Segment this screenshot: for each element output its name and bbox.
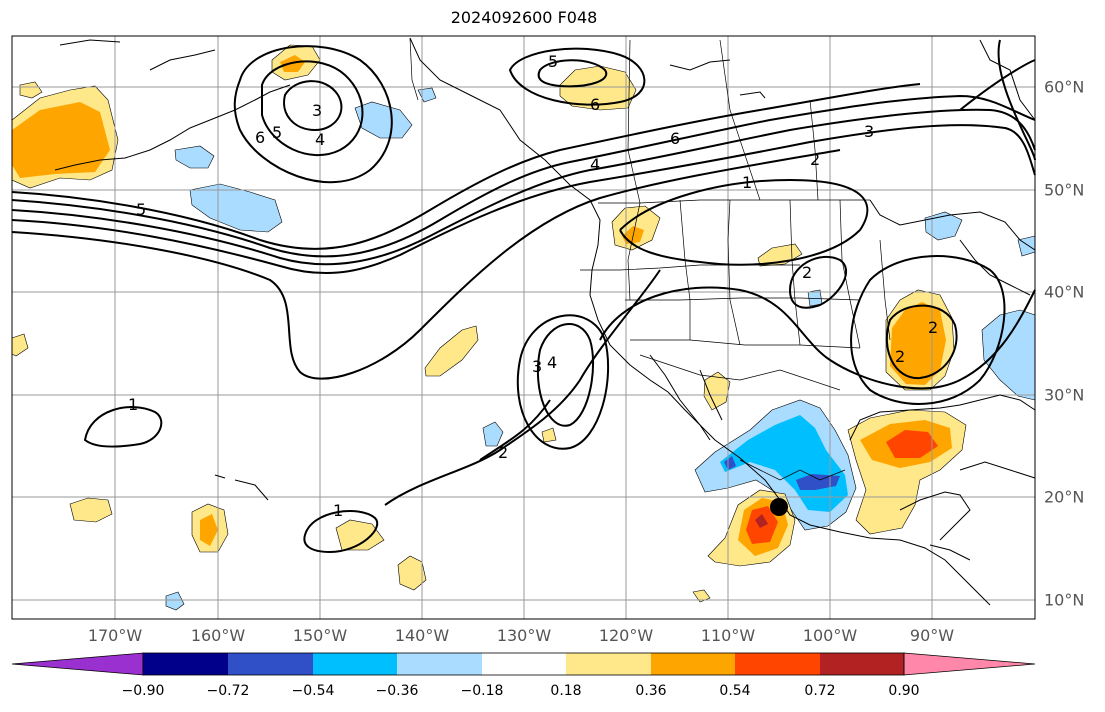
contour-main-band-2 — [11, 94, 1036, 258]
colorbar-bin — [820, 653, 904, 675]
contour-label: 1 — [742, 173, 752, 192]
lon-label: 160°W — [190, 626, 246, 645]
lon-label: 150°W — [292, 626, 348, 645]
contour-label: 5 — [272, 123, 282, 142]
colorbar-bin — [397, 653, 482, 675]
colorbar-tick-label: −0.90 — [121, 683, 165, 699]
contour-1-central — [303, 510, 379, 554]
colorbar-bin — [482, 653, 566, 675]
colorbar-high-extend — [903, 652, 1036, 676]
colorbar-tick-label: −0.72 — [206, 683, 250, 699]
height-contours — [11, 39, 1036, 554]
contour-main-band-5 — [11, 149, 841, 380]
contour-main-band-1 — [11, 83, 921, 250]
lat-label: 40°N — [1044, 282, 1085, 302]
contour-label: 5 — [136, 200, 146, 219]
colorbar-bin — [566, 653, 651, 675]
lat-label: 10°N — [1044, 590, 1085, 610]
contour-aleutian-low-inner — [261, 60, 364, 156]
contour-label: 3 — [312, 101, 322, 120]
contour-main-band-3 — [11, 108, 1036, 266]
contour-2-subtropic — [384, 269, 661, 506]
contour-1-west — [83, 406, 163, 448]
contour-aleutian-low-outer — [233, 45, 393, 184]
lat-label: 50°N — [1044, 180, 1085, 200]
contour-label: 6 — [670, 129, 680, 148]
colorbar-low-extend — [11, 652, 144, 676]
colorbar-bin — [735, 653, 820, 675]
colorbar-tick-label: 0.90 — [888, 683, 920, 699]
lat-label: 30°N — [1044, 385, 1085, 405]
contour-label: 2 — [928, 318, 938, 337]
contour-label: 6 — [590, 95, 600, 114]
lon-label: 120°W — [598, 626, 654, 645]
contour-canada-high — [508, 47, 646, 106]
map-title: 2024092600 F048 — [450, 8, 598, 27]
lon-label: 140°W — [394, 626, 450, 645]
contour-label: 3 — [864, 122, 874, 141]
contour-label: 4 — [547, 353, 557, 372]
contour-label: 4 — [590, 155, 600, 174]
colorbar — [11, 652, 1036, 676]
map-frame — [11, 35, 1036, 620]
colorbar-bin — [143, 653, 228, 675]
lon-label: 90°W — [909, 626, 955, 645]
contour-label: 2 — [498, 443, 508, 462]
colorbar-tick-label: 0.36 — [635, 683, 667, 699]
lon-label: 170°W — [87, 626, 143, 645]
contour-label: 6 — [255, 128, 265, 147]
lat-label: 20°N — [1044, 487, 1085, 507]
contour-baja-low — [536, 323, 594, 427]
lon-label: 100°W — [802, 626, 858, 645]
contour-us-1 — [619, 178, 869, 266]
lon-label: 110°W — [700, 626, 756, 645]
contour-label: 2 — [895, 347, 905, 366]
contour-label: 1 — [128, 395, 138, 414]
contour-label: 1 — [333, 501, 343, 520]
contour-us-2 — [599, 286, 1036, 390]
colorbar-tick-label: 0.18 — [550, 683, 582, 699]
contour-label: 2 — [810, 150, 820, 169]
lat-label: 60°N — [1044, 77, 1085, 97]
contour-label: 2 — [802, 263, 812, 282]
contour-label: 5 — [548, 52, 558, 71]
contour-label: 4 — [315, 130, 325, 149]
lon-label: 130°W — [496, 626, 552, 645]
contour-texas — [788, 255, 847, 309]
colorbar-tick-label: −0.18 — [460, 683, 504, 699]
location-marker — [770, 498, 788, 516]
colorbar-bin — [313, 653, 397, 675]
coastlines — [54, 37, 1036, 606]
contour-label-group: 5 6 3 5 6 4 6 4 3 2 1 2 5 3 4 2 1 1 2 2 — [128, 52, 938, 520]
colorbar-tick-label: −0.36 — [375, 683, 419, 699]
colorbar-tick-label: 0.54 — [719, 683, 751, 699]
colorbar-tick-label: −0.54 — [291, 683, 335, 699]
colorbar-bin — [228, 653, 313, 675]
contour-eastern-low — [959, 39, 1036, 161]
colorbar-bin — [651, 653, 735, 675]
colorbar-tick-label: 0.72 — [804, 683, 836, 699]
contour-label: 3 — [532, 357, 542, 376]
contour-southeast — [850, 255, 1006, 405]
contour-main-band-4 — [11, 124, 1036, 275]
north-america-coast — [409, 37, 991, 606]
